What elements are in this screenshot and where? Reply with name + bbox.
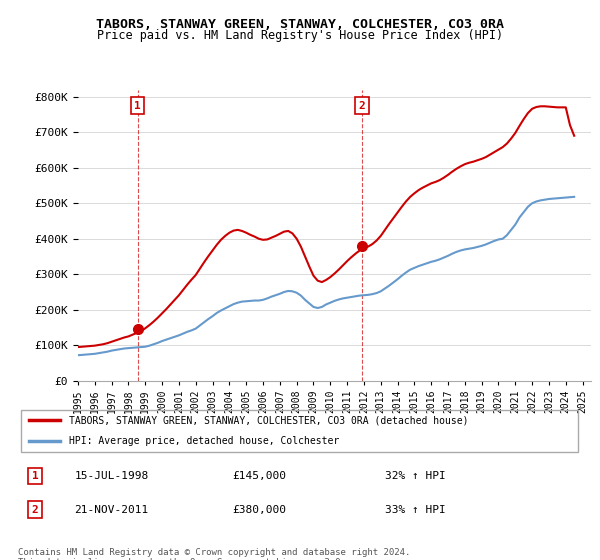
Text: 32% ↑ HPI: 32% ↑ HPI <box>385 471 445 481</box>
Text: 1: 1 <box>32 471 38 481</box>
Text: 1: 1 <box>134 101 141 111</box>
Text: Price paid vs. HM Land Registry's House Price Index (HPI): Price paid vs. HM Land Registry's House … <box>97 29 503 42</box>
Text: HPI: Average price, detached house, Colchester: HPI: Average price, detached house, Colc… <box>69 436 339 446</box>
Text: 2: 2 <box>359 101 365 111</box>
Text: 2: 2 <box>32 505 38 515</box>
Text: £145,000: £145,000 <box>232 471 286 481</box>
Text: 15-JUL-1998: 15-JUL-1998 <box>74 471 149 481</box>
Text: TABORS, STANWAY GREEN, STANWAY, COLCHESTER, CO3 0RA (detached house): TABORS, STANWAY GREEN, STANWAY, COLCHEST… <box>69 415 468 425</box>
Text: Contains HM Land Registry data © Crown copyright and database right 2024.
This d: Contains HM Land Registry data © Crown c… <box>18 548 410 560</box>
Text: £380,000: £380,000 <box>232 505 286 515</box>
Text: TABORS, STANWAY GREEN, STANWAY, COLCHESTER, CO3 0RA: TABORS, STANWAY GREEN, STANWAY, COLCHEST… <box>96 18 504 31</box>
Text: 21-NOV-2011: 21-NOV-2011 <box>74 505 149 515</box>
Text: 33% ↑ HPI: 33% ↑ HPI <box>385 505 445 515</box>
